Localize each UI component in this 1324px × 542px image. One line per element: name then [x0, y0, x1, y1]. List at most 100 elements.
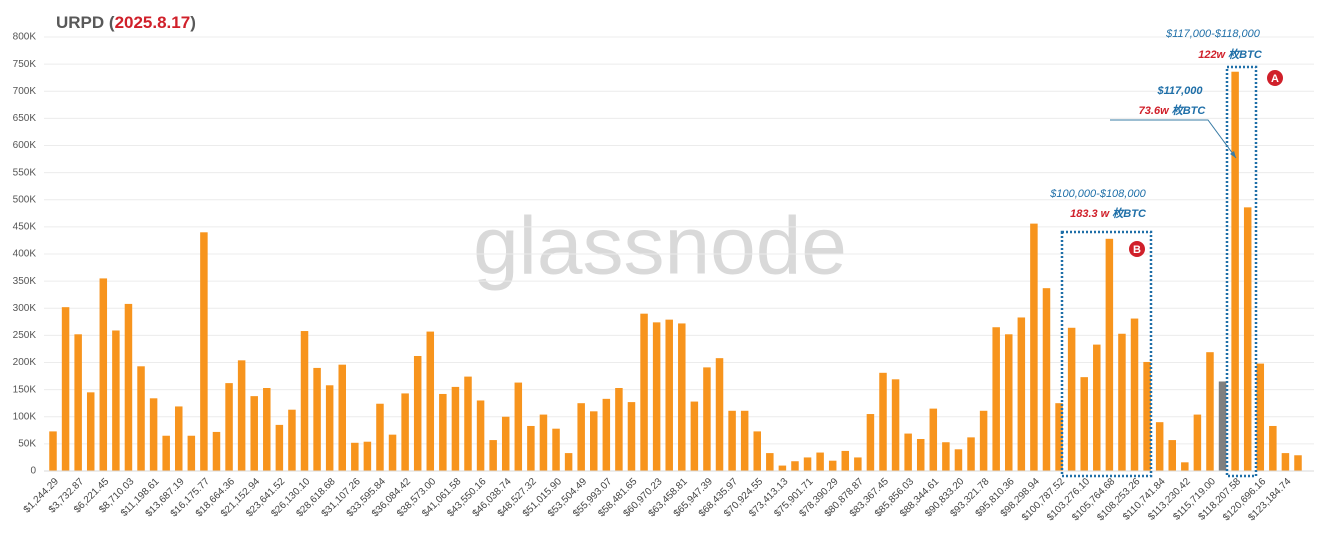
bar	[916, 438, 925, 471]
y-tick-label: 400K	[13, 249, 37, 260]
bar	[690, 401, 699, 471]
bar	[489, 440, 497, 471]
bar	[854, 457, 862, 471]
bar	[929, 408, 938, 471]
bar	[313, 367, 321, 471]
bar	[1042, 288, 1051, 471]
unit: 枚BTC	[1228, 48, 1263, 61]
bar	[413, 355, 422, 471]
bar	[1093, 344, 1101, 471]
bar	[703, 367, 711, 471]
range-box	[1060, 230, 1153, 478]
bar	[439, 393, 447, 471]
bar	[1218, 381, 1227, 471]
bar	[590, 411, 598, 471]
bar	[363, 441, 372, 471]
bar	[175, 406, 183, 471]
bar	[1181, 462, 1189, 471]
bar	[237, 360, 246, 471]
bar	[627, 402, 636, 471]
bar	[728, 410, 736, 471]
amount: 73.6w	[1139, 105, 1172, 117]
y-tick-label: 450K	[13, 222, 37, 233]
y-tick-label: 350K	[13, 276, 37, 287]
annotation-amount: 73.6w 枚BTC	[1139, 104, 1207, 117]
x-axis: $1,244.29$3,732.87$6,221.45$8,710.03$11,…	[22, 470, 1314, 523]
chart-title: URPD (2025.8.17)	[56, 13, 196, 32]
bar	[904, 433, 912, 471]
range-box	[1225, 65, 1258, 478]
bar	[212, 431, 221, 471]
y-tick-label: 50K	[18, 439, 36, 450]
bar	[992, 327, 1000, 471]
bar	[1055, 403, 1063, 471]
annotation-amount: 122w 枚BTC	[1198, 48, 1263, 61]
bar	[753, 431, 761, 471]
bar	[300, 331, 309, 471]
bar	[514, 382, 523, 471]
bar	[527, 425, 535, 471]
bar	[263, 387, 271, 471]
bar	[149, 398, 158, 471]
amount: 183.3 w	[1070, 208, 1112, 220]
bar	[124, 303, 133, 471]
bar	[954, 449, 963, 471]
bar	[187, 435, 196, 471]
bar	[1130, 318, 1139, 471]
bar	[866, 414, 875, 471]
marker-label: A	[1271, 73, 1279, 85]
title-date: 2025.8.17	[115, 13, 191, 32]
bar	[715, 358, 724, 471]
y-tick-label: 0	[30, 466, 36, 477]
y-tick-label: 150K	[13, 384, 37, 395]
bar	[288, 409, 296, 471]
y-tick-label: 200K	[13, 357, 37, 368]
bar	[99, 278, 108, 471]
bar	[426, 331, 435, 471]
bar	[61, 307, 70, 471]
bar	[1105, 238, 1114, 471]
bar	[225, 383, 233, 471]
bar	[552, 428, 560, 471]
annotations: A B $117,000-$118,000 122w 枚BTC $117,000…	[1049, 28, 1283, 478]
grid: 0 50K 100K 150K 200K 250K 300K 350K 400K 450K 500K…	[13, 32, 1314, 477]
bar	[539, 414, 548, 471]
marker	[1129, 241, 1145, 257]
y-tick-label: 250K	[13, 330, 37, 341]
y-tick-label: 650K	[13, 113, 37, 124]
bar	[376, 403, 384, 471]
bar	[476, 400, 485, 471]
y-tick-label: 800K	[13, 32, 37, 43]
bar	[1118, 333, 1126, 471]
bar	[816, 452, 824, 471]
bar	[778, 465, 787, 471]
watermark: glassnode	[473, 201, 847, 292]
bar	[74, 334, 82, 471]
bar	[791, 461, 799, 471]
title-text: URPD (	[56, 13, 115, 32]
bar	[112, 330, 120, 471]
annotation-amount: 183.3 w 枚BTC	[1070, 207, 1147, 220]
annotation-range: $117,000-$118,000	[1165, 28, 1261, 40]
bar	[615, 387, 623, 471]
bar	[803, 457, 812, 471]
arrow-head	[1230, 151, 1236, 158]
bar	[1080, 377, 1088, 471]
bar	[1243, 207, 1252, 471]
bar	[1168, 440, 1176, 471]
bar	[250, 396, 258, 471]
bar	[942, 442, 950, 471]
y-tick-label: 700K	[13, 86, 37, 97]
bar	[891, 379, 900, 471]
bar	[766, 453, 774, 471]
bar	[1005, 334, 1013, 471]
y-tick-label: 750K	[13, 59, 37, 70]
bar	[652, 322, 661, 471]
bar	[137, 366, 145, 471]
bar	[464, 376, 472, 471]
bar	[451, 386, 460, 471]
bar	[388, 434, 397, 471]
bar	[979, 410, 988, 471]
bar	[665, 319, 673, 471]
